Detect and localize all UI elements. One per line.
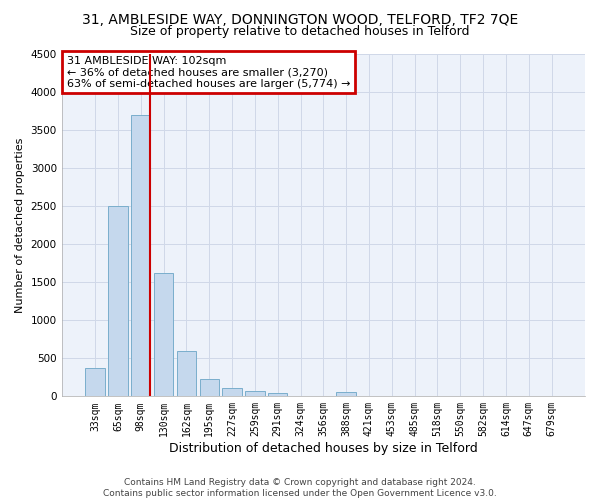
Text: 31, AMBLESIDE WAY, DONNINGTON WOOD, TELFORD, TF2 7QE: 31, AMBLESIDE WAY, DONNINGTON WOOD, TELF… xyxy=(82,12,518,26)
Text: Contains HM Land Registry data © Crown copyright and database right 2024.
Contai: Contains HM Land Registry data © Crown c… xyxy=(103,478,497,498)
Bar xyxy=(154,273,173,396)
Bar xyxy=(268,393,287,396)
X-axis label: Distribution of detached houses by size in Telford: Distribution of detached houses by size … xyxy=(169,442,478,455)
Bar xyxy=(200,379,219,396)
Bar xyxy=(108,206,128,396)
Bar xyxy=(223,388,242,396)
Bar xyxy=(131,115,151,396)
Bar xyxy=(85,368,105,396)
Bar xyxy=(245,392,265,396)
Bar xyxy=(337,392,356,396)
Text: 31 AMBLESIDE WAY: 102sqm
← 36% of detached houses are smaller (3,270)
63% of sem: 31 AMBLESIDE WAY: 102sqm ← 36% of detach… xyxy=(67,56,350,88)
Y-axis label: Number of detached properties: Number of detached properties xyxy=(15,138,25,313)
Text: Size of property relative to detached houses in Telford: Size of property relative to detached ho… xyxy=(130,25,470,38)
Bar xyxy=(177,352,196,397)
